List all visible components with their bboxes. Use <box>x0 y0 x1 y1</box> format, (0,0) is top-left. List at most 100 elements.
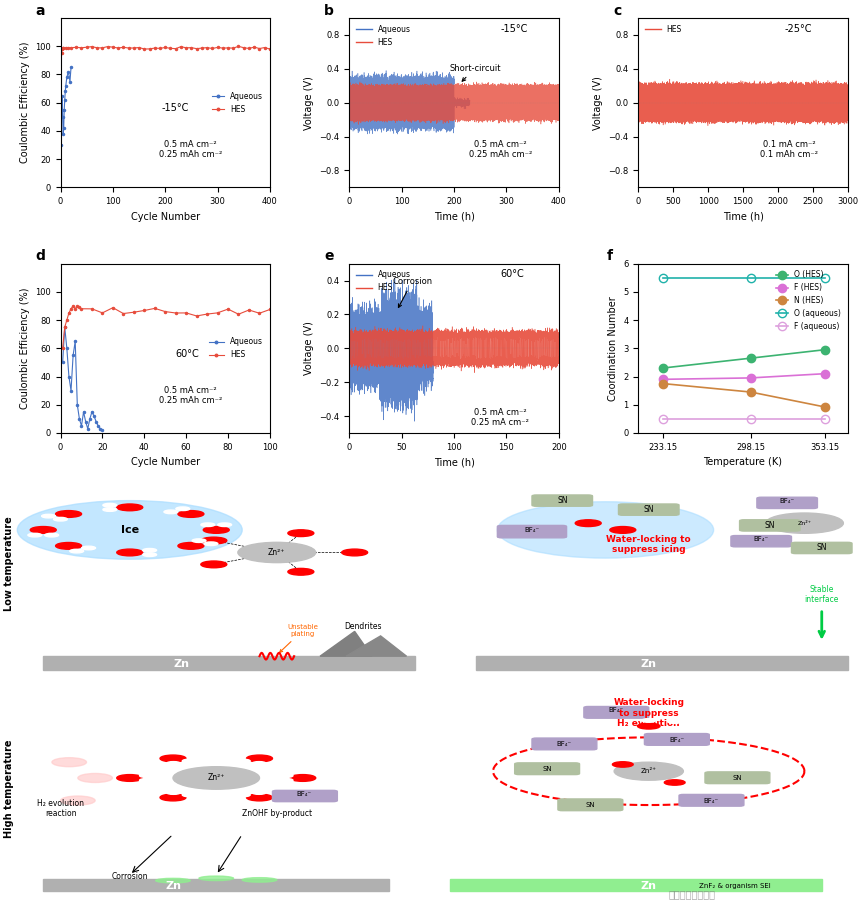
Ellipse shape <box>199 876 234 880</box>
Text: -25°C: -25°C <box>785 23 812 33</box>
O (HES) <box>820 345 830 355</box>
Aqueous <box>60 322 70 333</box>
HES <box>150 42 160 53</box>
HES <box>249 41 260 52</box>
HES <box>119 308 129 319</box>
Text: Zn²⁺: Zn²⁺ <box>268 548 285 557</box>
Y-axis label: Voltage (V): Voltage (V) <box>304 76 314 130</box>
Text: Zn: Zn <box>641 659 657 669</box>
HES <box>139 305 150 316</box>
Circle shape <box>252 761 266 765</box>
Circle shape <box>55 542 81 549</box>
HES <box>61 42 71 53</box>
Text: 0.1 mA cm⁻²
0.1 mAh cm⁻²: 0.1 mA cm⁻² 0.1 mAh cm⁻² <box>760 140 818 160</box>
HES <box>108 302 119 313</box>
Text: Low temperature: Low temperature <box>3 516 14 612</box>
Text: BF₄⁻: BF₄⁻ <box>608 707 624 713</box>
Circle shape <box>288 529 314 537</box>
Text: 0.5 mA cm⁻²
0.25 mAh cm⁻²: 0.5 mA cm⁻² 0.25 mAh cm⁻² <box>469 140 532 160</box>
HES <box>150 303 160 314</box>
Aqueous <box>56 140 67 151</box>
Aqueous <box>61 80 71 91</box>
Circle shape <box>52 758 86 767</box>
Ellipse shape <box>497 502 714 558</box>
FancyBboxPatch shape <box>757 497 817 509</box>
O (aqueous) <box>657 272 668 283</box>
FancyBboxPatch shape <box>740 520 800 531</box>
Text: ZnF₂ & organism SEI: ZnF₂ & organism SEI <box>700 883 771 888</box>
Bar <box>43 657 415 669</box>
Text: High temperature: High temperature <box>3 740 14 839</box>
HES <box>76 303 86 314</box>
Circle shape <box>204 542 218 546</box>
Circle shape <box>117 775 143 781</box>
Aqueous <box>63 66 74 77</box>
Text: Water-locking to
suppress icing: Water-locking to suppress icing <box>606 535 691 555</box>
Text: Zn²⁺: Zn²⁺ <box>798 520 811 526</box>
Text: Zn: Zn <box>174 659 189 669</box>
Circle shape <box>30 527 56 533</box>
Circle shape <box>143 553 157 557</box>
HES <box>71 41 81 52</box>
X-axis label: Cycle Number: Cycle Number <box>131 212 200 222</box>
Line: HES: HES <box>61 304 272 350</box>
Aqueous <box>57 90 67 101</box>
Circle shape <box>143 548 157 552</box>
Aqueous <box>97 425 107 436</box>
FancyBboxPatch shape <box>791 542 852 554</box>
Line: F (HES): F (HES) <box>659 370 830 383</box>
Circle shape <box>279 778 293 782</box>
Circle shape <box>638 723 660 729</box>
Polygon shape <box>320 631 372 657</box>
HES <box>129 307 139 318</box>
N (HES) <box>657 378 668 389</box>
Aqueous <box>60 86 70 97</box>
Text: SN: SN <box>557 496 567 505</box>
HES <box>234 41 244 51</box>
HES <box>66 42 76 53</box>
FancyBboxPatch shape <box>731 536 791 547</box>
HES <box>155 43 165 54</box>
FancyBboxPatch shape <box>532 738 597 750</box>
Aqueous <box>95 423 106 434</box>
Text: BF₄⁻: BF₄⁻ <box>297 791 312 797</box>
Aqueous <box>57 112 67 123</box>
Circle shape <box>247 755 272 762</box>
Circle shape <box>139 778 153 782</box>
Line: F (aqueous): F (aqueous) <box>659 415 830 423</box>
HES <box>160 306 170 317</box>
X-axis label: Time (h): Time (h) <box>433 457 475 467</box>
HES <box>86 41 97 52</box>
Ellipse shape <box>242 878 277 882</box>
Circle shape <box>178 511 204 518</box>
HES <box>165 43 176 54</box>
F (HES) <box>820 368 830 379</box>
Text: 60°C: 60°C <box>500 269 524 279</box>
Aqueous <box>59 105 69 115</box>
X-axis label: Cycle Number: Cycle Number <box>131 457 200 467</box>
Line: O (aqueous): O (aqueous) <box>659 273 830 282</box>
FancyBboxPatch shape <box>272 790 337 802</box>
HES <box>181 308 191 318</box>
Aqueous <box>82 423 93 434</box>
Aqueous <box>59 123 69 133</box>
Aqueous <box>64 371 74 382</box>
F (HES) <box>746 373 756 383</box>
Text: SN: SN <box>733 775 742 781</box>
Circle shape <box>342 549 368 556</box>
Text: c: c <box>613 4 621 18</box>
HES <box>170 43 181 54</box>
Text: -15°C: -15°C <box>162 103 189 113</box>
FancyBboxPatch shape <box>644 733 709 745</box>
Y-axis label: Voltage (V): Voltage (V) <box>593 76 603 130</box>
Aqueous <box>60 95 70 106</box>
Text: SN: SN <box>644 505 654 514</box>
HES <box>170 308 181 318</box>
Circle shape <box>238 542 316 563</box>
Circle shape <box>279 774 293 778</box>
HES <box>202 308 212 319</box>
Text: BF₄⁻: BF₄⁻ <box>670 737 684 742</box>
FancyBboxPatch shape <box>558 799 623 811</box>
HES <box>234 308 244 319</box>
Bar <box>450 879 822 891</box>
